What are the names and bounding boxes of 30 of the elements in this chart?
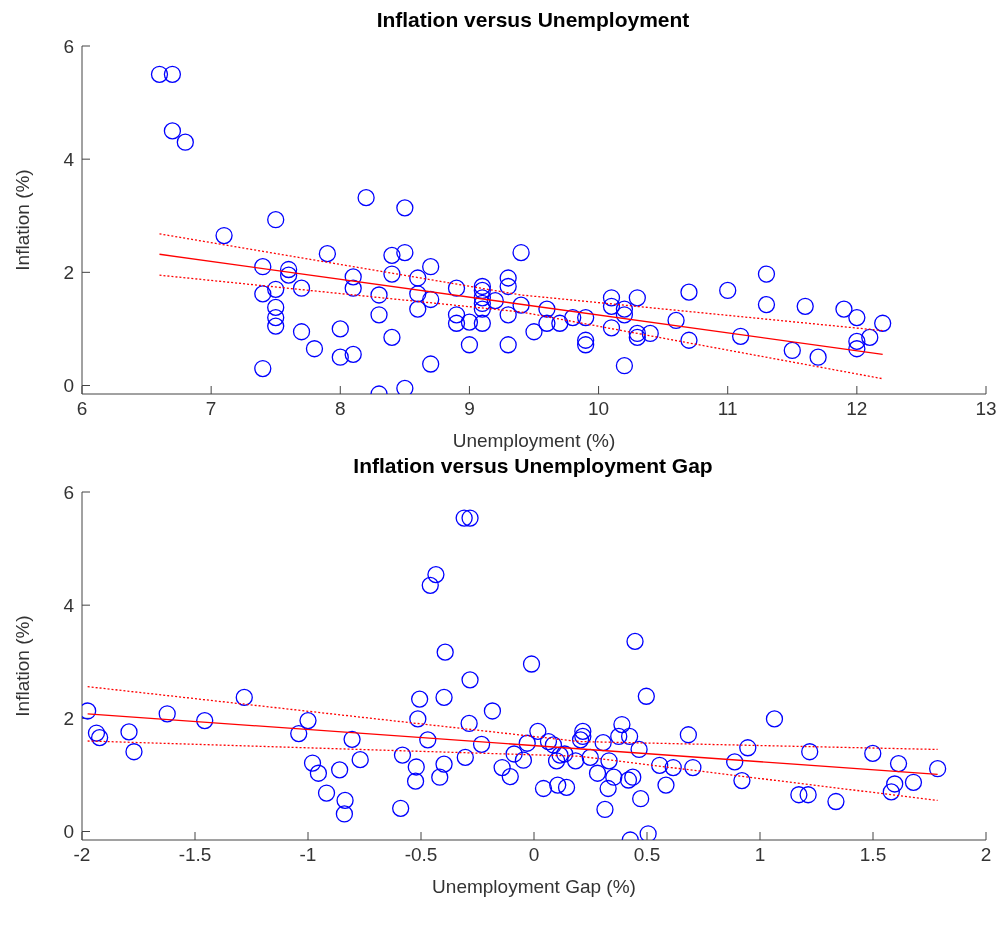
x-tick-label: 0.5 bbox=[633, 844, 661, 866]
x-tick-label: 1 bbox=[754, 844, 766, 866]
y-axis-title: Inflation (%) bbox=[11, 615, 33, 717]
y-tick-label: 4 bbox=[63, 594, 75, 616]
x-tick-label: -1.5 bbox=[178, 844, 212, 866]
x-tick-label: 8 bbox=[335, 398, 346, 420]
x-tick-label: -0.5 bbox=[404, 844, 438, 866]
x-tick-label: 0 bbox=[528, 844, 540, 866]
x-axis-title: Unemployment Gap (%) bbox=[432, 876, 636, 898]
y-axis-title: Inflation (%) bbox=[11, 169, 33, 271]
y-tick-label: 6 bbox=[63, 481, 74, 503]
x-tick-label: 10 bbox=[588, 398, 610, 420]
x-tick-label: 13 bbox=[975, 398, 997, 420]
y-tick-label: 0 bbox=[63, 375, 74, 397]
chart-title: Inflation versus Unemployment bbox=[375, 8, 691, 33]
x-tick-label: 12 bbox=[846, 398, 868, 420]
x-tick-label: 11 bbox=[717, 398, 738, 420]
y-tick-label: 0 bbox=[63, 821, 74, 843]
x-tick-label: 9 bbox=[464, 398, 475, 420]
x-tick-label: -1 bbox=[299, 844, 317, 866]
y-tick-label: 2 bbox=[63, 708, 74, 730]
x-tick-label: -2 bbox=[73, 844, 91, 866]
x-tick-label: 1.5 bbox=[859, 844, 887, 866]
x-tick-label: 2 bbox=[980, 844, 992, 866]
x-axis-title: Unemployment (%) bbox=[452, 430, 616, 452]
chart-title: Inflation versus Unemployment Gap bbox=[352, 454, 714, 479]
y-tick-label: 2 bbox=[63, 262, 74, 284]
x-tick-label: 7 bbox=[205, 398, 217, 420]
y-tick-label: 4 bbox=[63, 148, 75, 170]
y-tick-label: 6 bbox=[63, 35, 74, 57]
